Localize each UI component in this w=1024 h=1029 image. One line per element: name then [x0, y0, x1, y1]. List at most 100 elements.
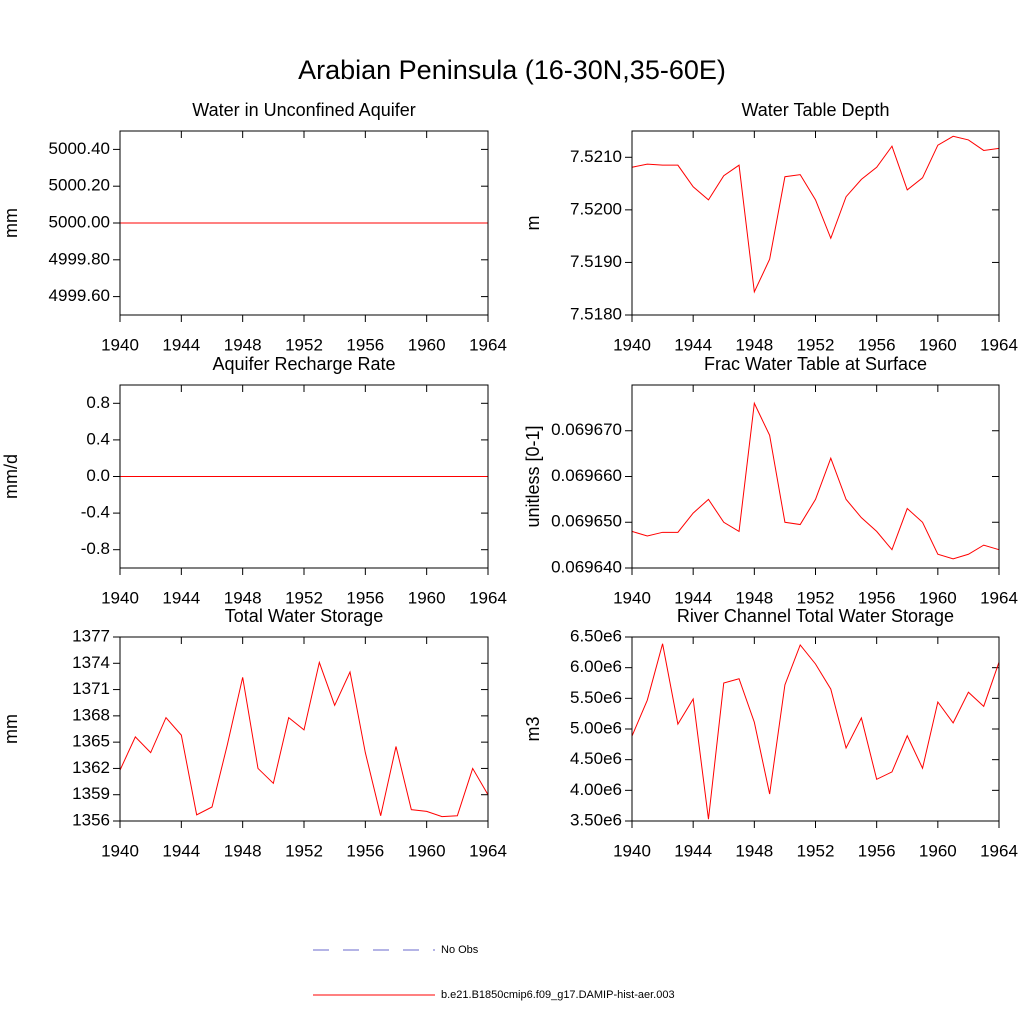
x-tick-label: 1948: [735, 335, 773, 354]
data-line: [631, 135, 1000, 294]
x-tick-label: 1940: [613, 841, 651, 860]
x-tick-label: 1964: [980, 588, 1018, 607]
panel-title: Water in Unconfined Aquifer: [192, 100, 415, 120]
x-tick-label: 1956: [858, 841, 896, 860]
y-axis-label: unitless [0-1]: [523, 425, 543, 527]
plot-frame: [119, 636, 489, 822]
x-tick-label: 1956: [858, 588, 896, 607]
y-tick-label: 1374: [72, 653, 110, 672]
x-tick-label: 1944: [162, 588, 200, 607]
x-tick-label: 1960: [408, 588, 446, 607]
x-tick-label: 1948: [735, 588, 773, 607]
data-line: [631, 401, 1000, 560]
y-tick-label: 1377: [72, 626, 110, 645]
x-tick-label: 1944: [674, 841, 712, 860]
y-tick-label: 5000.20: [49, 176, 110, 195]
y-axis-label: mm: [1, 714, 21, 744]
x-tick-label: 1944: [162, 841, 200, 860]
x-tick-label: 1948: [735, 841, 773, 860]
x-tick-label: 1956: [346, 335, 384, 354]
y-tick-label: 1371: [72, 679, 110, 698]
y-tick-label: 7.5180: [570, 304, 622, 323]
panel-title: Aquifer Recharge Rate: [212, 354, 395, 374]
y-tick-label: 5.50e6: [570, 688, 622, 707]
x-tick-label: 1960: [919, 588, 957, 607]
y-tick-label: 1362: [72, 758, 110, 777]
y-tick-label: 0.069660: [551, 466, 622, 485]
data-line: [631, 643, 1000, 820]
y-axis-label: mm/d: [1, 454, 21, 499]
x-tick-label: 1956: [858, 335, 896, 354]
x-tick-label: 1940: [613, 335, 651, 354]
x-tick-label: 1940: [101, 335, 139, 354]
y-tick-label: 0.0: [86, 466, 110, 485]
x-tick-label: 1956: [346, 841, 384, 860]
y-axis-label: mm: [1, 208, 21, 238]
y-tick-label: 1365: [72, 732, 110, 751]
y-tick-label: 0.8: [86, 393, 110, 412]
x-tick-label: 1952: [797, 335, 835, 354]
y-tick-label: 1368: [72, 705, 110, 724]
x-tick-label: 1964: [469, 588, 507, 607]
y-tick-label: -0.8: [81, 539, 110, 558]
y-tick-label: 7.5200: [570, 199, 622, 218]
y-tick-label: 4.50e6: [570, 749, 622, 768]
x-tick-label: 1952: [285, 335, 323, 354]
y-axis-label: m3: [523, 716, 543, 741]
y-axis-label: m: [523, 216, 543, 231]
panel-title: River Channel Total Water Storage: [677, 606, 954, 626]
y-tick-label: 0.069640: [551, 557, 622, 576]
y-tick-label: 7.5210: [570, 147, 622, 166]
data-line: [119, 660, 489, 818]
x-tick-label: 1960: [919, 841, 957, 860]
y-tick-label: 4.00e6: [570, 780, 622, 799]
y-tick-label: 1359: [72, 784, 110, 803]
x-tick-label: 1952: [285, 841, 323, 860]
plot-frame: [119, 384, 489, 569]
x-tick-label: 1948: [224, 841, 262, 860]
y-tick-label: 0.4: [86, 429, 110, 448]
x-tick-label: 1940: [101, 588, 139, 607]
x-tick-label: 1956: [346, 588, 384, 607]
panel-title: Total Water Storage: [225, 606, 383, 626]
y-tick-label: 3.50e6: [570, 810, 622, 829]
x-tick-label: 1948: [224, 335, 262, 354]
y-tick-label: 0.069650: [551, 512, 622, 531]
x-tick-label: 1940: [101, 841, 139, 860]
legend-label: b.e21.B1850cmip6.f09_g17.DAMIP-hist-aer.…: [441, 989, 675, 1001]
plot-frame: [119, 130, 489, 316]
y-tick-label: 0.069670: [551, 420, 622, 439]
plot-frame: [631, 636, 1000, 822]
y-tick-label: 4999.60: [49, 286, 110, 305]
x-tick-label: 1940: [613, 588, 651, 607]
figure-title: Arabian Peninsula (16-30N,35-60E): [298, 55, 726, 85]
x-tick-label: 1952: [797, 841, 835, 860]
y-tick-label: 4999.80: [49, 249, 110, 268]
x-tick-label: 1964: [469, 841, 507, 860]
x-tick-label: 1964: [980, 841, 1018, 860]
plot-frame: [631, 384, 1000, 569]
x-tick-label: 1960: [408, 335, 446, 354]
x-tick-label: 1964: [980, 335, 1018, 354]
y-tick-label: -0.4: [81, 503, 110, 522]
x-tick-label: 1964: [469, 335, 507, 354]
x-tick-label: 1960: [408, 841, 446, 860]
x-tick-label: 1952: [797, 588, 835, 607]
x-tick-label: 1948: [224, 588, 262, 607]
panel-title: Frac Water Table at Surface: [704, 354, 927, 374]
x-tick-label: 1944: [162, 335, 200, 354]
y-tick-label: 6.00e6: [570, 657, 622, 676]
y-tick-label: 5000.00: [49, 212, 110, 231]
x-tick-label: 1944: [674, 588, 712, 607]
y-tick-label: 6.50e6: [570, 626, 622, 645]
x-tick-label: 1944: [674, 335, 712, 354]
y-tick-label: 7.5190: [570, 252, 622, 271]
plot-frame: [631, 130, 1000, 316]
x-tick-label: 1960: [919, 335, 957, 354]
x-tick-label: 1952: [285, 588, 323, 607]
y-tick-label: 1356: [72, 810, 110, 829]
y-tick-label: 5.00e6: [570, 718, 622, 737]
legend-label: No Obs: [441, 944, 479, 956]
